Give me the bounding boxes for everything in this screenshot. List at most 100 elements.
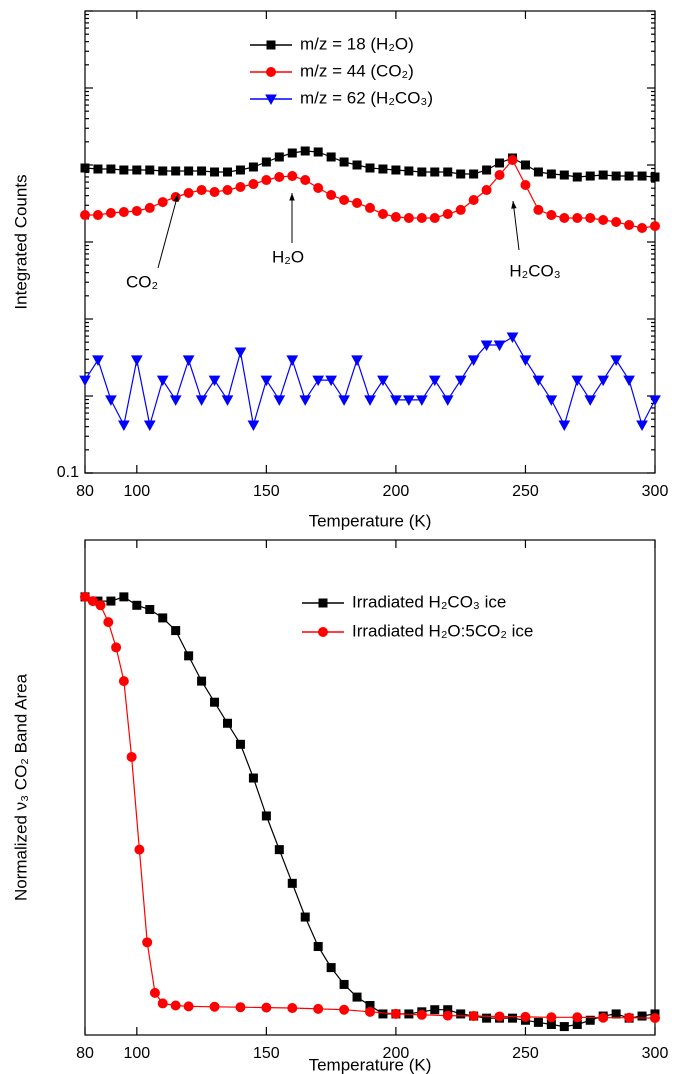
marker xyxy=(611,171,621,181)
marker xyxy=(598,1012,609,1023)
marker xyxy=(313,182,324,193)
marker xyxy=(248,773,258,783)
marker xyxy=(441,395,454,406)
marker xyxy=(482,165,492,175)
legend-label: m/z = 62 (H₂CO₃) xyxy=(300,88,433,107)
marker xyxy=(118,420,130,432)
marker xyxy=(520,179,531,190)
x-tick-label: 150 xyxy=(253,483,280,500)
marker xyxy=(286,355,299,366)
marker xyxy=(223,167,232,177)
marker xyxy=(403,395,415,406)
marker xyxy=(467,355,480,366)
marker xyxy=(274,152,284,162)
marker xyxy=(456,1009,466,1019)
marker xyxy=(338,395,350,406)
marker xyxy=(184,651,194,661)
marker xyxy=(390,1008,401,1019)
marker xyxy=(274,845,284,855)
marker xyxy=(636,420,648,432)
marker xyxy=(196,185,207,196)
marker xyxy=(80,163,90,173)
marker xyxy=(442,1010,453,1021)
marker xyxy=(585,171,595,181)
marker xyxy=(195,395,208,406)
marker xyxy=(103,617,114,628)
marker xyxy=(558,420,571,432)
marker xyxy=(326,963,336,973)
marker xyxy=(221,395,234,406)
annotation-arrow xyxy=(512,200,520,251)
x-tick-label: 150 xyxy=(253,1045,280,1062)
marker xyxy=(325,375,337,387)
marker xyxy=(339,157,349,167)
marker xyxy=(532,375,545,387)
marker xyxy=(391,165,401,175)
marker xyxy=(650,221,660,232)
marker xyxy=(585,212,596,223)
series-line xyxy=(84,336,656,427)
marker xyxy=(261,175,272,186)
marker xyxy=(106,164,116,174)
marker xyxy=(468,195,479,206)
marker xyxy=(455,204,466,215)
marker xyxy=(598,170,608,180)
y-axis-label: Integrated Counts xyxy=(11,174,30,309)
marker xyxy=(313,1003,324,1014)
marker xyxy=(494,170,505,181)
marker xyxy=(533,167,543,177)
marker xyxy=(261,1002,272,1013)
marker xyxy=(559,170,569,180)
marker xyxy=(377,209,388,220)
marker xyxy=(546,210,557,221)
x-tick-label: 100 xyxy=(123,1045,150,1062)
x-tick-label: 250 xyxy=(512,1045,539,1062)
marker xyxy=(624,220,635,231)
marker xyxy=(326,152,336,162)
marker xyxy=(105,395,117,406)
arrow-head xyxy=(173,194,179,202)
marker xyxy=(235,181,246,192)
marker xyxy=(184,166,194,176)
marker xyxy=(650,1013,660,1024)
marker xyxy=(365,1006,375,1017)
y-tick-label: 0.1 xyxy=(57,464,79,481)
marker xyxy=(209,187,220,198)
x-axis-label: Temperature (K) xyxy=(309,511,432,530)
marker xyxy=(299,395,312,406)
x-tick-label: 200 xyxy=(383,483,410,500)
marker xyxy=(156,375,169,387)
marker xyxy=(235,739,245,749)
marker xyxy=(417,167,427,177)
marker xyxy=(429,212,440,223)
x-tick-label: 200 xyxy=(383,1045,410,1062)
marker xyxy=(197,166,207,176)
marker xyxy=(130,355,143,366)
x-tick-label: 300 xyxy=(642,1045,669,1062)
arrow-head xyxy=(289,193,295,201)
marker xyxy=(105,208,116,219)
marker xyxy=(287,1003,298,1014)
marker xyxy=(143,420,156,432)
marker xyxy=(266,67,276,77)
marker xyxy=(80,210,90,221)
marker xyxy=(533,204,544,215)
marker xyxy=(611,1009,621,1019)
marker xyxy=(520,1011,531,1022)
legend-label: Irradiated H₂O:5CO₂ ice xyxy=(352,621,533,640)
marker xyxy=(390,212,401,223)
marker xyxy=(339,979,349,989)
marker xyxy=(300,146,310,156)
marker xyxy=(318,598,328,608)
marker xyxy=(158,166,168,176)
marker xyxy=(248,162,258,172)
marker xyxy=(430,1005,440,1015)
marker xyxy=(119,592,129,602)
marker xyxy=(378,164,388,174)
marker xyxy=(134,844,145,855)
marker xyxy=(416,1009,427,1020)
arrow-head xyxy=(511,201,517,209)
marker xyxy=(456,169,466,179)
marker xyxy=(469,169,479,179)
